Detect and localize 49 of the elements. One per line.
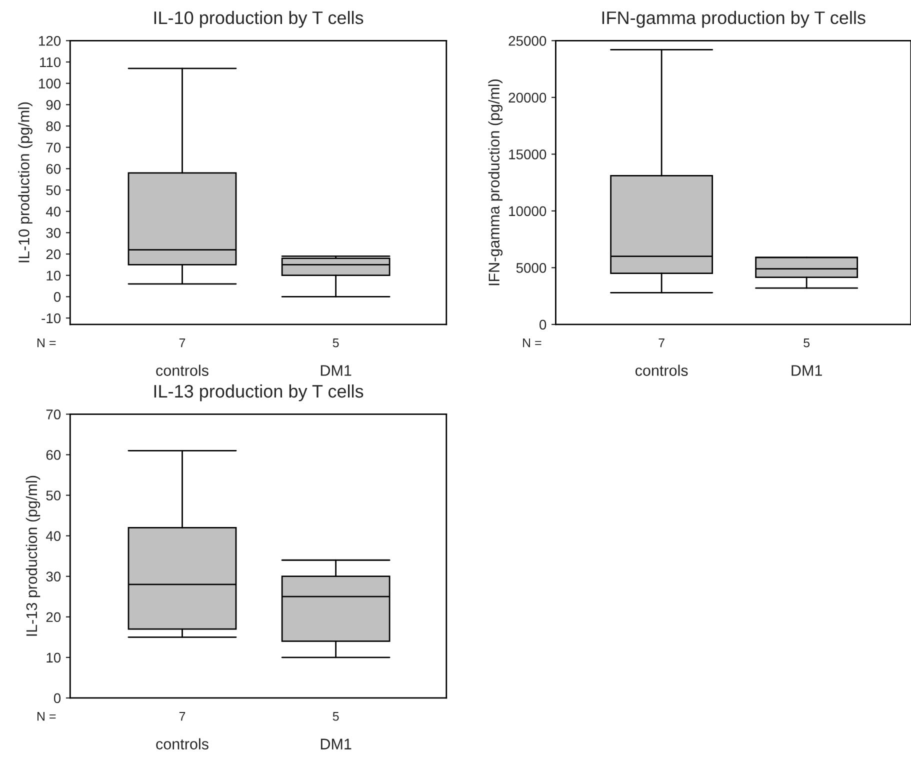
x-tick-label: DM1	[792, 365, 822, 376]
y-tick-label: 15000	[509, 150, 546, 160]
y-tick-label: 100	[39, 78, 61, 88]
y-tick-label: 25000	[508, 36, 546, 46]
text: 7	[658, 338, 664, 348]
y-tick-label: 70	[46, 142, 61, 153]
y-tick-label: 5000	[516, 263, 546, 273]
y-tick-label: -10	[42, 313, 61, 324]
x-tick-label: controls	[156, 364, 208, 376]
chart-title: IL-13 production by T cells	[154, 384, 364, 402]
y-tick-label: 110	[40, 57, 61, 68]
x-tick-label: controls	[156, 738, 208, 750]
y-tick-label: 0	[540, 320, 546, 330]
y-tick-label: 10000	[509, 206, 546, 216]
y-tick-label: 70	[46, 410, 61, 420]
x-tick-label: controls	[635, 364, 688, 376]
y-tick-label: 120	[39, 36, 61, 46]
chart-title: IFN-gamma production by T cells	[602, 10, 866, 28]
text: 5	[804, 338, 810, 348]
y-tick-label: 40	[46, 206, 61, 217]
y-tick-label: 50	[46, 185, 61, 196]
y-tick-label: 20	[46, 249, 61, 260]
text: N =	[523, 338, 542, 348]
y-axis-title: IL-13 production (pg/ml)	[26, 476, 40, 636]
chart-title: IL-10 production by T cells	[154, 10, 364, 28]
text: 7	[179, 338, 186, 348]
text: 5	[332, 712, 339, 721]
x-tick-label: DM1	[320, 738, 352, 750]
y-axis-title: IFN-gamma production (pg/ml)	[488, 79, 503, 286]
x-tick-label: DM1	[320, 365, 352, 376]
y-tick-label: 0	[54, 292, 61, 302]
text: 7	[179, 712, 186, 721]
y-axis-title: IL-10 production (pg/ml)	[18, 102, 32, 262]
y-tick-label: 30	[46, 228, 61, 238]
text: 5	[332, 338, 339, 348]
y-tick-label: 10	[46, 270, 61, 281]
y-tick-label: 10	[46, 652, 61, 663]
y-tick-label: 40	[46, 531, 61, 541]
y-tick-label: 80	[46, 121, 61, 132]
text: N =	[37, 338, 56, 348]
y-tick-label: 60	[46, 164, 61, 174]
y-tick-label: 20000	[508, 92, 546, 103]
y-tick-label: 20	[46, 612, 61, 622]
y-tick-label: 50	[46, 490, 61, 500]
y-tick-label: 90	[46, 100, 61, 110]
y-tick-label: 30	[46, 572, 61, 582]
text: N =	[37, 712, 56, 721]
y-tick-label: 0	[54, 693, 61, 704]
y-tick-label: 60	[46, 450, 61, 460]
